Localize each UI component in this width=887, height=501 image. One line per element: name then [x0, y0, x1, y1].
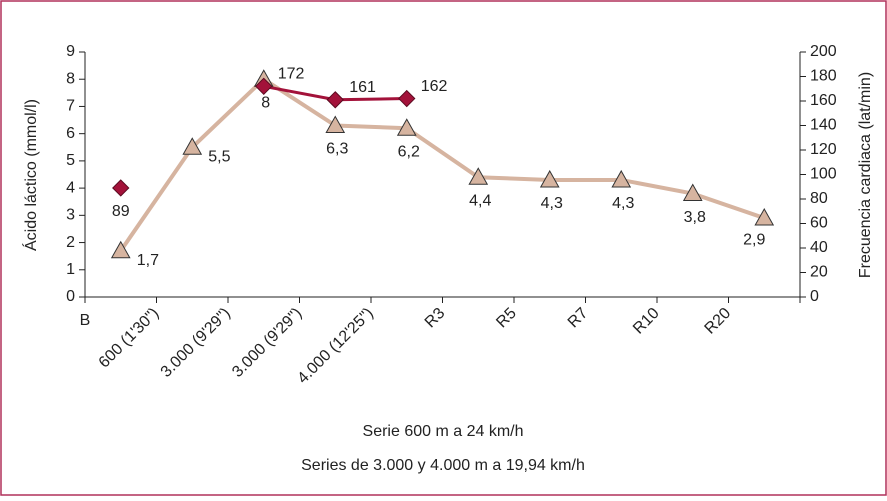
triangle-marker — [182, 137, 203, 155]
y-tick-label: 6 — [66, 125, 75, 142]
series-line — [119, 76, 765, 252]
diamond-marker — [326, 91, 344, 109]
triangle-marker — [754, 208, 775, 226]
y-tick-label: 1 — [66, 261, 75, 278]
data-label: 172 — [278, 66, 305, 83]
data-label: 6,3 — [326, 141, 348, 158]
y-tick-label: 0 — [66, 288, 75, 305]
diamond-marker — [112, 179, 130, 197]
triangle-marker — [325, 115, 346, 133]
triangle-marker — [468, 167, 489, 185]
data-label: 4,3 — [612, 195, 634, 212]
data-label: 4,4 — [469, 192, 491, 209]
note: Series de 3.000 y 4.000 m a 19,94 km/h — [301, 457, 585, 474]
y-tick-label: 3 — [66, 207, 75, 224]
data-label: 161 — [349, 79, 376, 96]
triangle-marker — [682, 183, 703, 202]
y-tick-label: 5 — [66, 152, 75, 169]
y-tick-label: 9 — [66, 43, 75, 60]
y2-tick-label: 0 — [810, 288, 819, 305]
y-tick-label: 8 — [66, 70, 75, 87]
y2-tick-label: 140 — [810, 117, 837, 134]
data-label: 89 — [112, 203, 130, 220]
y-tick-label: 4 — [66, 179, 75, 196]
triangle-marker — [611, 169, 632, 188]
y2-tick-label: 200 — [810, 43, 837, 60]
y-tick-label: 7 — [66, 98, 75, 115]
y2-tick-label: 180 — [810, 68, 837, 85]
data-label: 6,2 — [398, 143, 420, 160]
y2-tick-label: 160 — [810, 92, 837, 109]
diamond-marker — [398, 89, 416, 108]
diamond-marker — [255, 77, 273, 96]
y2-tick-label: 40 — [810, 239, 828, 256]
data-label: 162 — [421, 78, 448, 95]
triangle-marker — [539, 169, 560, 188]
data-label: 2,9 — [743, 231, 765, 248]
data-label: 4,3 — [541, 195, 563, 212]
y-axis-title: Ácido láctico (mmol/l) — [21, 99, 40, 251]
note: Serie 600 m a 24 km/h — [363, 423, 524, 440]
y2-tick-label: 100 — [810, 166, 837, 183]
y2-tick-label: 60 — [810, 215, 828, 232]
data-label: 1,7 — [137, 252, 159, 269]
y-tick-label: 2 — [66, 234, 75, 251]
y2-axis-title: Frecuencia cardiaca (lat/min) — [857, 72, 874, 278]
data-label: 5,5 — [208, 148, 230, 165]
y2-tick-label: 20 — [810, 264, 828, 281]
triangle-marker — [110, 240, 131, 259]
y2-tick-label: 80 — [810, 190, 828, 207]
triangle-marker — [396, 118, 417, 136]
data-label: 8 — [261, 94, 270, 111]
data-label: 3,8 — [684, 209, 706, 226]
y2-tick-label: 120 — [810, 141, 837, 158]
x-tick-label: B — [80, 312, 91, 329]
